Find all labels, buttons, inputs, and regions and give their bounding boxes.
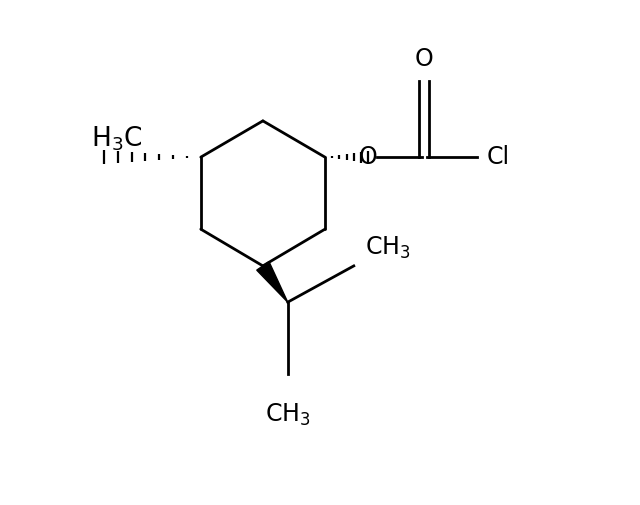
Text: H$_3$C: H$_3$C <box>90 124 142 153</box>
Text: CH$_3$: CH$_3$ <box>265 401 310 428</box>
Text: Cl: Cl <box>486 145 509 169</box>
Text: O: O <box>359 145 378 169</box>
Polygon shape <box>257 262 288 302</box>
Text: O: O <box>415 47 434 71</box>
Text: CH$_3$: CH$_3$ <box>365 234 410 261</box>
